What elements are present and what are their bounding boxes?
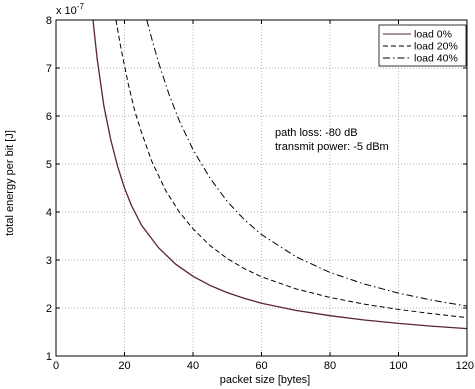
series-line-load-20-	[115, 19, 468, 319]
y-exponent-base: x 10	[56, 5, 77, 17]
x-tick-label: 0	[53, 360, 59, 372]
series-line-load-40-	[146, 19, 468, 307]
legend-label: load 20%	[414, 41, 458, 53]
y-tick-label: 3	[46, 255, 52, 267]
y-tick-label: 1	[46, 351, 52, 363]
series-line-load-0-	[92, 19, 468, 330]
data-series	[92, 19, 468, 330]
y-exponent-power: -7	[77, 2, 85, 11]
x-tick-label: 120	[456, 360, 474, 372]
x-tick-label: 60	[255, 360, 267, 372]
x-axis-label: packet size [bytes]	[220, 374, 311, 386]
y-axis-exponent: x 10-7	[56, 2, 84, 17]
x-tick-label: 40	[187, 360, 199, 372]
x-tick-label: 20	[118, 360, 130, 372]
x-tick-label: 100	[389, 360, 407, 372]
annotation-path-loss: path loss: -80 dB	[275, 127, 358, 139]
y-tick-label: 8	[46, 15, 52, 27]
x-tick-label: 80	[324, 360, 336, 372]
annotation-transmit-power: transmit power: -5 dBm	[275, 141, 389, 153]
y-tick-label: 5	[46, 159, 52, 171]
y-axis-label: total energy per bit [J]	[4, 130, 16, 236]
y-tick-label: 7	[46, 63, 52, 75]
legend-label: load 40%	[414, 53, 458, 65]
axis-ticks: 0 20 40 60 80 100 120 1 2 3 4 5 6 7 8	[46, 15, 474, 372]
y-tick-label: 4	[46, 207, 52, 219]
y-tick-label: 6	[46, 111, 52, 123]
y-tick-label: 2	[46, 303, 52, 315]
legend: load 0%load 20%load 40%	[378, 24, 467, 67]
legend-label: load 0%	[414, 29, 452, 41]
